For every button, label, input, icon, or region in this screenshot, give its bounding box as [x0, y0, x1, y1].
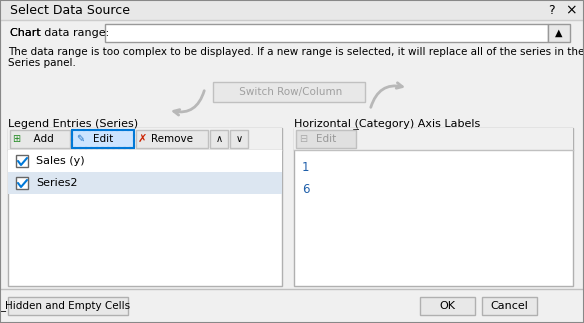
- Text: ✗: ✗: [137, 134, 147, 144]
- Text: Edit: Edit: [93, 134, 113, 144]
- Text: ▲: ▲: [555, 28, 563, 38]
- Text: Add: Add: [27, 134, 53, 144]
- Text: ×: ×: [565, 3, 577, 17]
- Text: OK: OK: [439, 301, 455, 311]
- Text: The data range is too complex to be displayed. If a new range is selected, it wi: The data range is too complex to be disp…: [8, 47, 584, 57]
- Text: ∧: ∧: [215, 134, 223, 144]
- Bar: [72, 130, 134, 148]
- Bar: [105, 24, 548, 42]
- Text: Remove: Remove: [151, 134, 193, 144]
- Bar: [72, 130, 134, 148]
- Text: 6: 6: [302, 183, 310, 196]
- Bar: [482, 297, 537, 315]
- Text: Legend Entries (̲Series): Legend Entries (̲Series): [8, 118, 138, 129]
- Bar: [296, 130, 356, 148]
- Text: Cancel: Cancel: [490, 301, 528, 311]
- Text: Chart: Chart: [10, 28, 44, 38]
- Bar: [230, 130, 248, 148]
- Bar: [8, 128, 282, 286]
- Bar: [213, 82, 365, 102]
- Bar: [8, 172, 282, 194]
- Bar: [8, 128, 282, 150]
- Text: ⊟: ⊟: [299, 134, 307, 144]
- Text: Edit: Edit: [316, 134, 336, 144]
- Text: ?: ?: [548, 4, 554, 16]
- Bar: [0, 0, 584, 20]
- Bar: [294, 128, 573, 286]
- Text: ⊞: ⊞: [12, 134, 20, 144]
- Bar: [10, 130, 70, 148]
- Text: Switch Row/Column: Switch Row/Column: [236, 87, 342, 97]
- Text: ∨: ∨: [235, 134, 242, 144]
- Bar: [8, 150, 282, 172]
- Text: ̲Hidden and Empty Cells: ̲Hidden and Empty Cells: [5, 300, 131, 311]
- Text: ✎: ✎: [76, 134, 84, 144]
- Bar: [16, 177, 28, 189]
- Bar: [548, 24, 570, 42]
- Bar: [8, 297, 128, 315]
- Text: Sales (y): Sales (y): [36, 156, 85, 166]
- Bar: [294, 128, 573, 150]
- Bar: [210, 130, 228, 148]
- Text: Series2: Series2: [36, 178, 78, 188]
- Bar: [136, 130, 208, 148]
- Text: Horizontal (̲Category) Axis Labels: Horizontal (̲Category) Axis Labels: [294, 118, 480, 129]
- Bar: [0, 289, 584, 323]
- Text: Select Data Source: Select Data Source: [10, 4, 130, 16]
- Bar: [420, 297, 475, 315]
- Text: Chart data range:: Chart data range:: [10, 28, 109, 38]
- Text: 1: 1: [302, 161, 310, 174]
- Text: Series panel.: Series panel.: [8, 58, 76, 68]
- Bar: [16, 155, 28, 167]
